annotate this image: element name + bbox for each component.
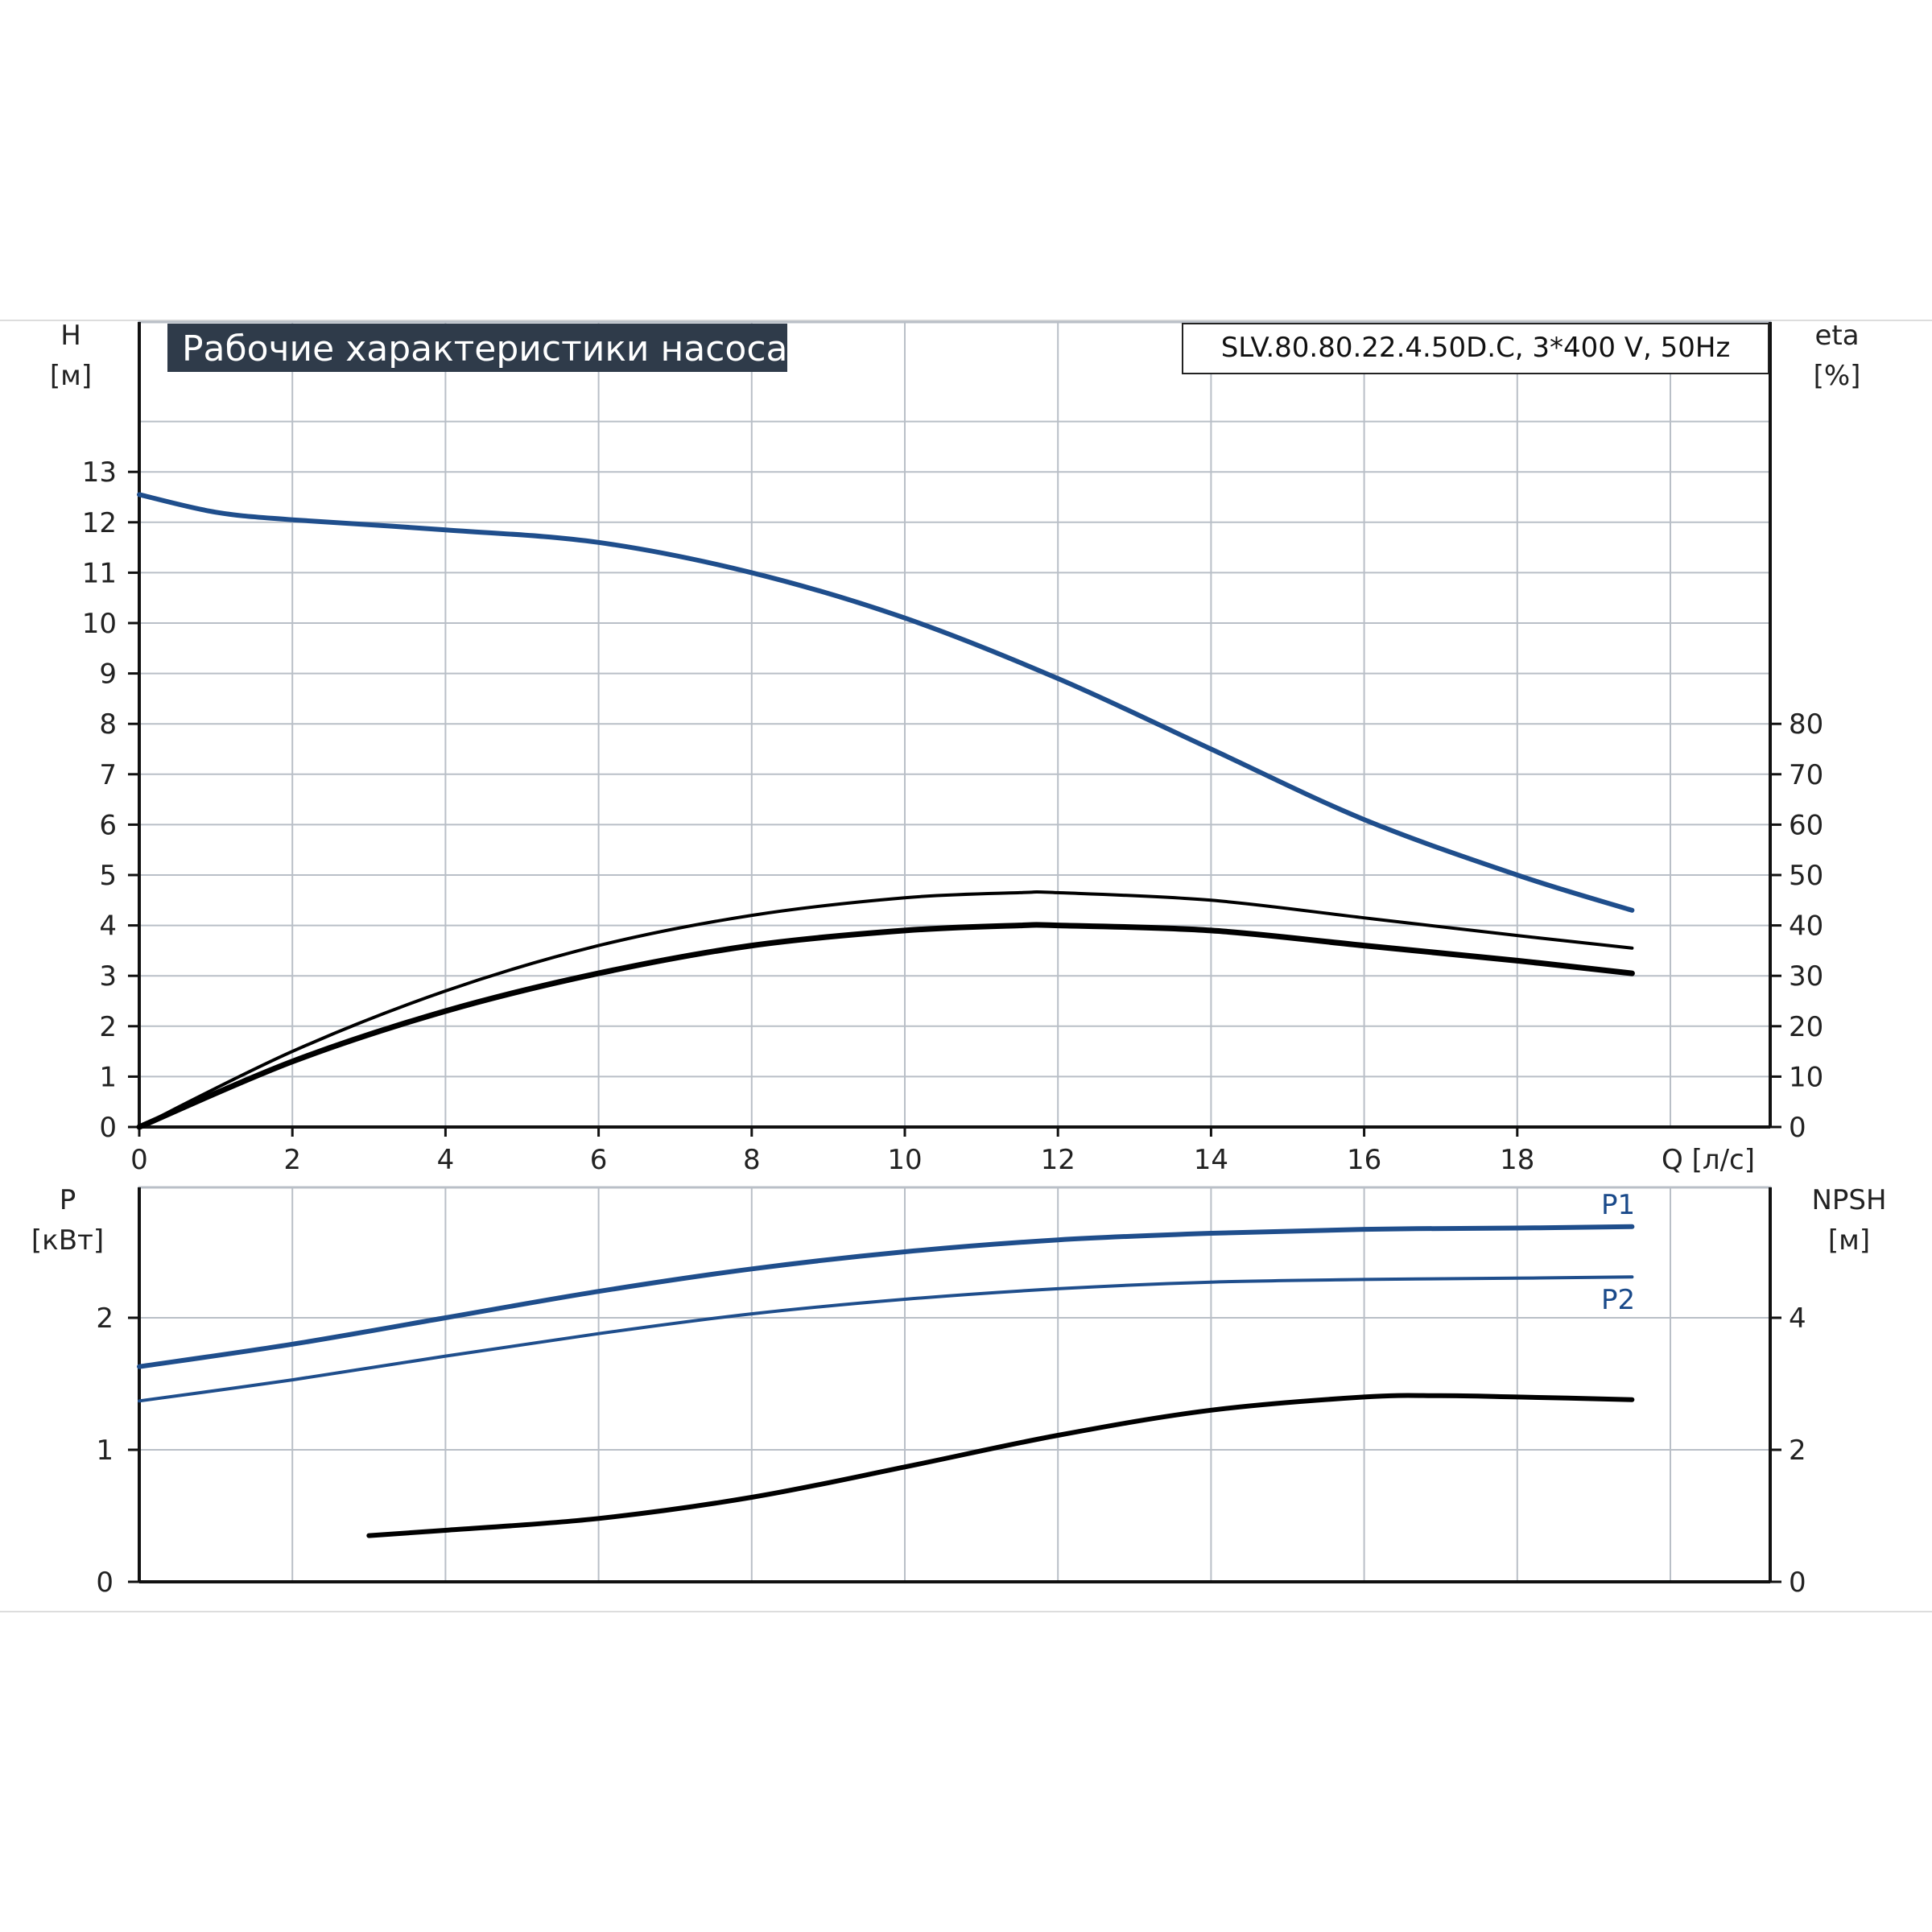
npsh-tick-label: 0 <box>1789 1567 1806 1599</box>
x-tick-label: 6 <box>590 1144 608 1176</box>
h-axis-unit: [м] <box>50 360 92 392</box>
eta-tick-label: 40 <box>1789 910 1823 943</box>
p1-series-label: P1 <box>1601 1189 1635 1221</box>
eta-tick-label: 80 <box>1789 708 1823 741</box>
h-tick-label: 5 <box>99 860 117 892</box>
p-tick-label: 1 <box>96 1435 114 1467</box>
p1-curve <box>137 1224 1635 1369</box>
performance-curves <box>136 492 1635 1130</box>
p-axis-unit: [кВт] <box>31 1224 104 1257</box>
title-box <box>167 324 787 372</box>
efficiency-curve-2 <box>136 922 1635 1130</box>
eta-tick-label: 50 <box>1789 860 1823 892</box>
eta-tick-label: 20 <box>1789 1011 1823 1043</box>
q-axis-label: Q [л/с] <box>1662 1144 1755 1176</box>
x-tick-label: 16 <box>1347 1144 1381 1176</box>
eta-tick-label: 10 <box>1789 1061 1823 1093</box>
h-tick-label: 1 <box>99 1061 117 1093</box>
npsh-axis-unit: [м] <box>1828 1224 1870 1257</box>
x-tick-label: 12 <box>1041 1144 1075 1176</box>
chart-title: Рабочие характеристики насоса <box>182 328 787 369</box>
npsh-curve <box>366 1393 1635 1538</box>
efficiency-curve <box>138 890 1634 1129</box>
model-label: SLV.80.80.22.4.50D.C, 3*400 V, 50Hz <box>1221 332 1731 364</box>
eta-axis-unit: [%] <box>1814 360 1861 392</box>
x-tick-label: 0 <box>130 1144 148 1176</box>
head-curve <box>137 492 1635 913</box>
p-tick-label: 2 <box>96 1302 114 1335</box>
h-tick-label: 0 <box>99 1112 117 1144</box>
model-box <box>1182 323 1769 374</box>
power-curves <box>137 1224 1635 1538</box>
p2-series-label: P2 <box>1601 1284 1635 1316</box>
h-axis-label: H <box>60 320 81 352</box>
eta-tick-label: 70 <box>1789 759 1823 791</box>
performance-ticks: 0 2 4 6 8 10 12 14 16 180123456789101112130102030… <box>82 456 1824 1176</box>
p-tick-label: 0 <box>96 1567 114 1599</box>
h-tick-label: 10 <box>82 608 117 640</box>
performance-grid <box>139 322 1770 1127</box>
h-tick-label: 9 <box>99 658 117 691</box>
npsh-tick-label: 2 <box>1789 1435 1806 1467</box>
npsh-axis-label: NPSH <box>1811 1184 1886 1216</box>
x-tick-label: 14 <box>1194 1144 1228 1176</box>
h-tick-label: 7 <box>99 759 117 791</box>
h-tick-label: 11 <box>82 557 117 589</box>
x-tick-label: 2 <box>283 1144 301 1176</box>
eta-tick-label: 60 <box>1789 809 1823 841</box>
power-ticks: 0 1 2 0 2 4 <box>96 1302 1806 1599</box>
p2-curve <box>138 1275 1634 1403</box>
h-tick-label: 4 <box>99 910 117 943</box>
npsh-tick-label: 4 <box>1789 1302 1806 1335</box>
h-tick-label: 6 <box>99 809 117 841</box>
h-tick-label: 8 <box>99 708 117 741</box>
eta-tick-label: 0 <box>1789 1112 1806 1144</box>
h-tick-label: 12 <box>82 507 117 539</box>
eta-axis-label: eta <box>1814 320 1859 352</box>
x-tick-label: 4 <box>437 1144 455 1176</box>
eta-tick-label: 30 <box>1789 960 1823 993</box>
x-tick-label: 10 <box>887 1144 922 1176</box>
h-tick-label: 3 <box>99 960 117 993</box>
h-tick-label: 2 <box>99 1011 117 1043</box>
x-tick-label: 18 <box>1500 1144 1534 1176</box>
h-tick-label: 13 <box>82 456 117 489</box>
x-tick-label: 8 <box>743 1144 761 1176</box>
p-axis-label: P <box>60 1184 76 1216</box>
